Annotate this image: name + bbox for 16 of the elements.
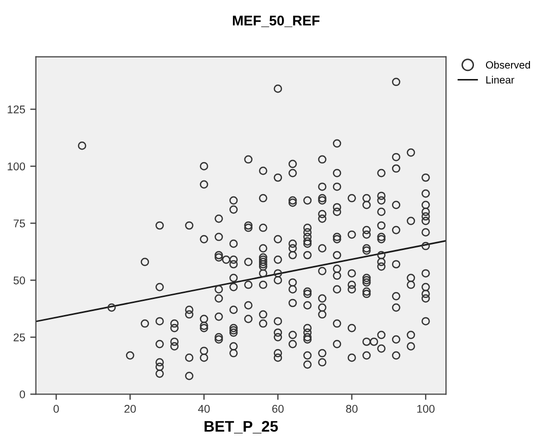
legend-label: Observed: [486, 60, 530, 69]
y-tick-label: 75: [14, 220, 25, 228]
chart-title: MEF_50_REF: [232, 16, 320, 28]
x-tick-label: 80: [346, 404, 358, 413]
x-tick-label: 100: [417, 404, 435, 413]
y-tick-label: 25: [14, 333, 25, 342]
legend-label: Linear: [486, 76, 514, 84]
x-axis-title: BET_P_25: [204, 420, 278, 434]
x-tick-label: 40: [198, 404, 210, 413]
y-tick-label: 0: [20, 390, 26, 398]
x-tick-label: 20: [124, 404, 136, 413]
y-tick-label: 125: [8, 106, 25, 114]
x-tick-label: 0: [54, 404, 59, 413]
y-tick-label: 100: [8, 162, 26, 170]
y-tick-label: 50: [14, 276, 26, 284]
x-tick-label: 60: [272, 404, 284, 413]
